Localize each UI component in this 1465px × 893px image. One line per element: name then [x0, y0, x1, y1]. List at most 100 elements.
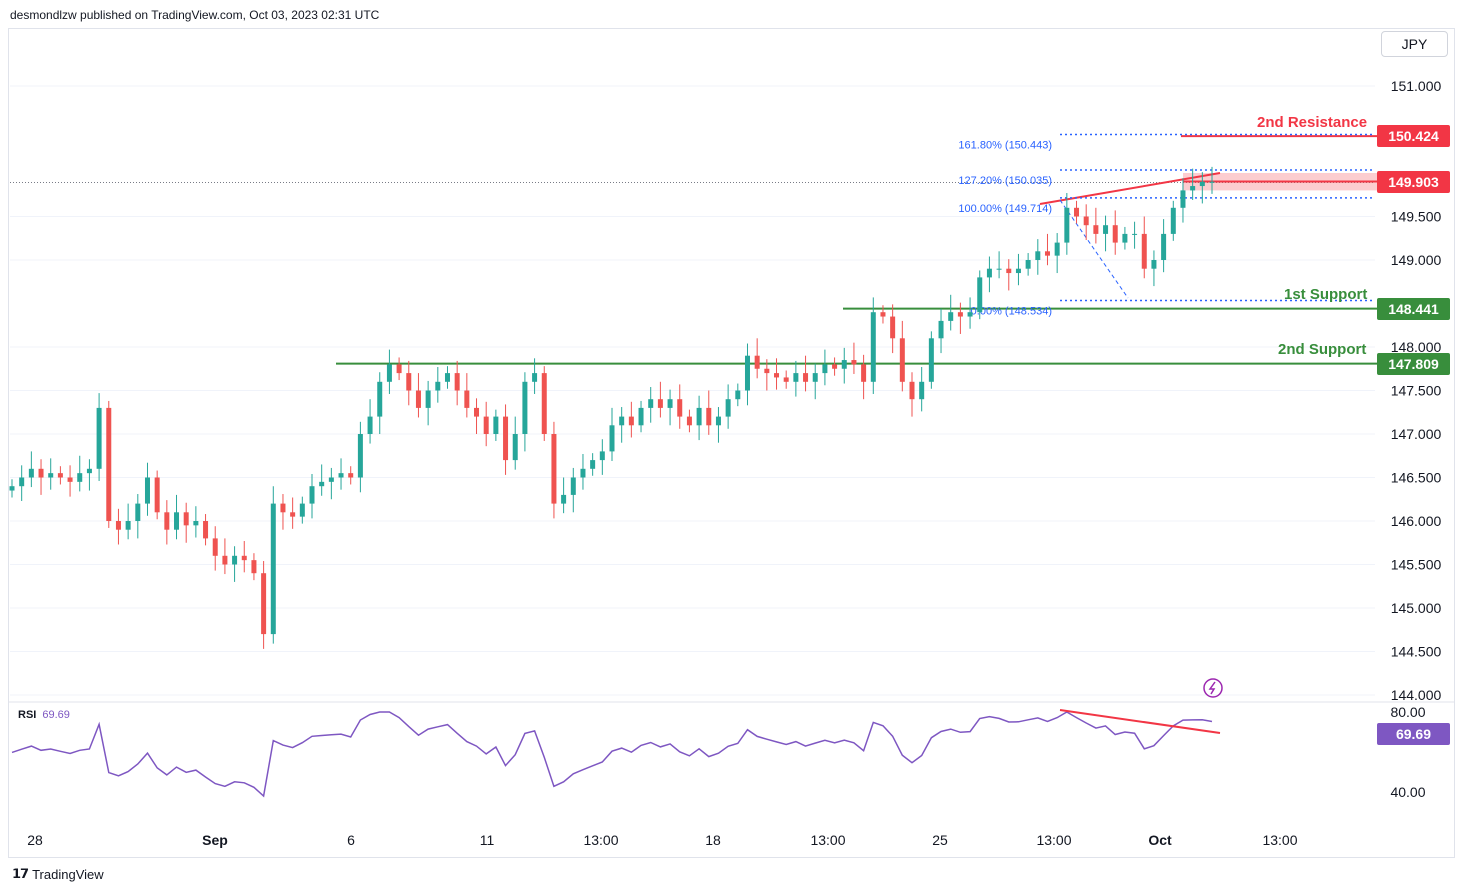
candle-body [367, 416, 373, 434]
candle-body [967, 312, 973, 317]
candle-body [919, 381, 925, 400]
candle-body [425, 390, 431, 408]
candle-body [725, 399, 731, 417]
x-tick-label: 13:00 [583, 832, 618, 848]
candle-body [174, 512, 180, 530]
candle-body [1035, 251, 1041, 260]
candle-body [1054, 242, 1060, 256]
candle-body [357, 434, 363, 478]
x-tick-label: 18 [705, 832, 721, 848]
candle-body [861, 364, 867, 382]
fib-trend [1059, 199, 1129, 299]
y-tick-label: 148.000 [1391, 339, 1442, 355]
x-tick-label: 13:00 [1036, 832, 1071, 848]
candle-body [290, 512, 296, 517]
resistance2-label: 2nd Resistance [1257, 114, 1368, 131]
candle-body [406, 373, 412, 391]
candle-body [1074, 207, 1080, 217]
candle-body [1103, 225, 1109, 234]
candle-body [706, 407, 712, 426]
candle-body [948, 312, 954, 321]
rsi-line [11, 711, 1213, 798]
candle-body [96, 407, 102, 469]
candle-body [793, 373, 799, 382]
candle-body [648, 399, 654, 408]
candle-body [493, 416, 499, 434]
candle-body [48, 473, 54, 478]
candle-body [599, 451, 605, 461]
candle-body [338, 473, 344, 478]
candle-body [657, 399, 663, 408]
candle-body [977, 277, 983, 313]
candle-body [696, 407, 702, 426]
candle-body [880, 312, 886, 317]
candle-body [909, 381, 915, 400]
rsi-tick-label: 40.00 [1390, 784, 1425, 800]
candle-body [609, 425, 615, 452]
candle-body [309, 486, 315, 504]
candle-body [986, 268, 992, 278]
candle-body [319, 481, 325, 487]
y-tick-label: 145.500 [1391, 557, 1442, 573]
currency-selector[interactable]: JPY [1381, 31, 1448, 57]
candle-body [638, 407, 644, 426]
candle-body [299, 503, 305, 517]
candle-body [899, 338, 905, 382]
rsi-pane: 80.00 40.00 [8, 701, 1455, 800]
candle-body [1151, 260, 1157, 269]
candle-body [551, 434, 557, 504]
price-axis: 151.000 149.500 149.000 148.000 147.500 147.0… [1391, 78, 1442, 703]
candle-body [764, 368, 770, 374]
candle-body [832, 364, 838, 369]
candle-body [1064, 207, 1070, 243]
candle-body [532, 373, 538, 382]
candle-body [541, 373, 547, 434]
support1-price-tag: 148.441 [1377, 298, 1450, 320]
candle-body [251, 560, 257, 574]
x-tick-label: Sep [202, 832, 228, 848]
y-tick-label: 146.500 [1391, 470, 1442, 486]
candle-body [619, 416, 625, 426]
candle-body [1122, 233, 1128, 243]
fib-label: 127.20% (150.035) [958, 175, 1052, 187]
candle-body [144, 477, 150, 504]
candle-body [1093, 225, 1099, 234]
candle-body [115, 521, 121, 530]
fib-label: 0.00% (148.534) [971, 306, 1052, 318]
candle-body [686, 416, 692, 426]
candle-body [1199, 181, 1205, 187]
candle-body [1132, 233, 1138, 235]
x-tick-label: 6 [347, 832, 355, 848]
candle-body [754, 355, 760, 369]
rsi-title: RSI [18, 709, 37, 721]
candle-body [1006, 268, 1012, 274]
alert-icon [1203, 678, 1223, 698]
level-lines [10, 135, 1378, 365]
candle-body [9, 486, 15, 491]
time-axis: 28 Sep 6 11 13:00 18 13:00 25 13:00 Oct 13:00 [27, 832, 1298, 848]
candle-body [1015, 268, 1021, 274]
candle-body [512, 434, 518, 461]
y-tick-label: 144.500 [1391, 644, 1442, 660]
y-tick-label: 146.000 [1391, 513, 1442, 529]
candle-body [870, 312, 876, 382]
candle-body [135, 503, 141, 521]
candle-body [77, 473, 83, 482]
y-tick-label: 144.000 [1391, 687, 1442, 703]
footer-brand[interactable]: 𝟭𝟳 TradingView [12, 866, 104, 882]
candle-body [203, 521, 209, 539]
candle-body [125, 521, 131, 530]
candle-body [803, 373, 809, 382]
candle-body [67, 477, 73, 482]
candle-body [38, 468, 44, 478]
candle-body [503, 416, 509, 461]
candle-body [822, 364, 828, 374]
candle-body [483, 416, 489, 434]
candle-body [222, 555, 228, 565]
candle-body [522, 381, 528, 434]
candlestick-series [9, 166, 1215, 649]
candle-body [464, 390, 470, 408]
candle-body [164, 512, 170, 530]
candle-body [957, 312, 963, 317]
